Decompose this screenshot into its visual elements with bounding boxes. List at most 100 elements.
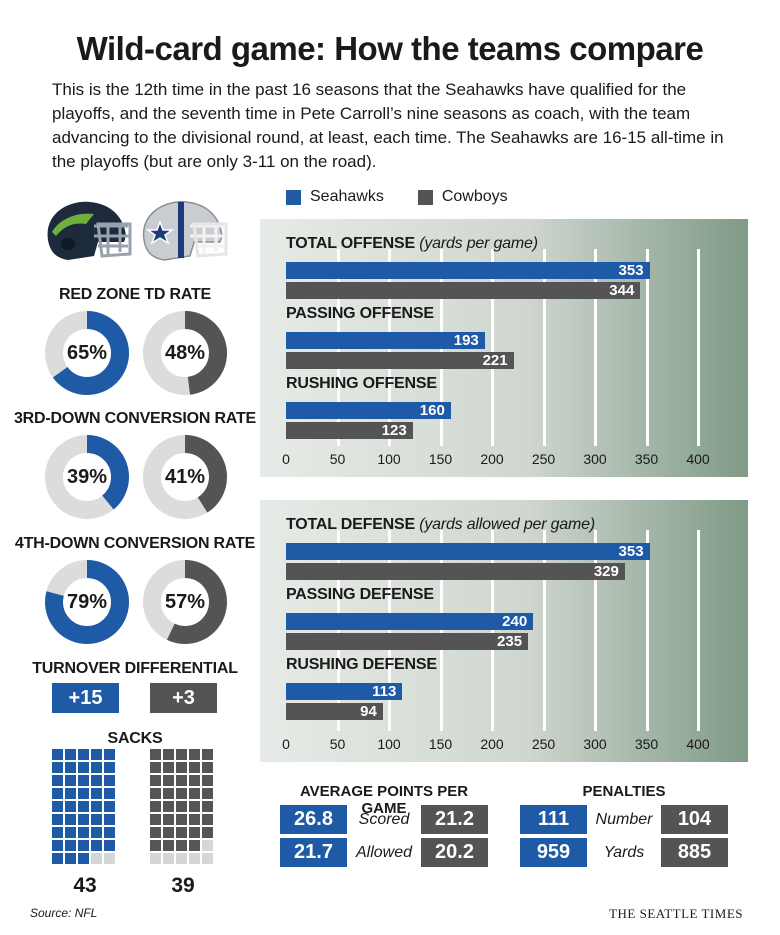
gridline [645, 530, 649, 731]
category-label: PASSING DEFENSE [286, 586, 434, 604]
gridline [336, 530, 340, 731]
chart-units-note: (yards per game) [414, 235, 538, 252]
sack-square [189, 801, 200, 812]
sacks-label: SACKS [107, 730, 163, 747]
x-tick-label: 200 [480, 451, 504, 467]
sack-square [65, 814, 76, 825]
sack-square [150, 762, 161, 773]
fourth-down-seahawks-ring [45, 560, 129, 644]
x-tick-label: 300 [583, 451, 607, 467]
sack-square [65, 853, 76, 864]
sack-square [78, 827, 89, 838]
sack-square [52, 801, 63, 812]
third-down-seahawks-donut: 39% [42, 432, 132, 522]
x-tick-label: 400 [686, 451, 710, 467]
sack-square [150, 814, 161, 825]
sacks-cowboys-value: 39 [171, 874, 195, 897]
fourth-down-cowboys-value: 57% [164, 590, 206, 613]
seahawks-helmet-icon [47, 201, 132, 260]
penalties-label: PENALTIES [582, 783, 666, 800]
seahawks-bar: 353 [286, 262, 650, 279]
sack-square [104, 749, 115, 760]
penalties-number-label: Number [595, 811, 653, 828]
sack-square [176, 840, 187, 851]
sack-square [202, 814, 213, 825]
sack-square [78, 775, 89, 786]
sack-square [65, 749, 76, 760]
legend-label-cowboys: Cowboys [441, 188, 508, 205]
sack-square [163, 840, 174, 851]
penalties-number-cowboys: 104 [661, 805, 728, 834]
sack-square [91, 788, 102, 799]
sack-square [202, 749, 213, 760]
donut-arc [45, 560, 129, 644]
empty-sack-square [150, 853, 161, 864]
category-label: TOTAL DEFENSE (yards allowed per game) [286, 516, 595, 534]
turnover-cowboys-box: +3 [150, 683, 217, 713]
offense-chart-panel: 0 50 100 150 200 250 300 350 400 TOTAL OFFENSE (y… [260, 219, 748, 477]
sack-square [78, 801, 89, 812]
page-title: Wild-card game: How the teams compare [76, 30, 704, 67]
sack-square [176, 775, 187, 786]
red-zone-cowboys-donut: 48% [140, 308, 230, 398]
sack-square [202, 775, 213, 786]
legend-item-cowboys: Cowboys [417, 188, 508, 206]
sack-square [202, 827, 213, 838]
chart-units-note: (yards allowed per game) [414, 516, 595, 533]
x-tick-label: 350 [634, 451, 659, 467]
gridline [491, 249, 494, 446]
seahawks-bar: 193 [286, 332, 485, 349]
sack-square [65, 788, 76, 799]
gridline [594, 249, 597, 446]
turnover-seahawks-box: +15 [52, 683, 119, 713]
sack-square [189, 749, 200, 760]
x-tick-label: 250 [531, 451, 556, 467]
legend-swatch-cowboys [417, 189, 433, 205]
x-tick-label: 0 [282, 451, 290, 467]
category-label: PASSING OFFENSE [286, 305, 434, 323]
sack-square [189, 827, 200, 838]
empty-sack-square [189, 853, 200, 864]
sack-square [78, 840, 89, 851]
sack-square [52, 814, 63, 825]
cowboys-bar: 344 [286, 282, 641, 299]
third-down-cowboys-ring [143, 435, 227, 519]
sack-square [163, 788, 174, 799]
fourth-down-label: 4TH-DOWN CONVERSION RATE [14, 535, 256, 552]
x-tick-label: 150 [428, 736, 453, 752]
third-down-label: 3RD-DOWN CONVERSION RATE [13, 410, 257, 427]
penalties-yards-cowboys: 885 [661, 838, 728, 867]
donut-arc [143, 311, 227, 395]
category-label-text: PASSING OFFENSE [286, 305, 434, 322]
sack-square [65, 762, 76, 773]
category-label-text: PASSING DEFENSE [286, 586, 434, 603]
sack-square [52, 788, 63, 799]
empty-sack-square [104, 853, 115, 864]
x-tick-label: 50 [329, 736, 346, 752]
fourth-down-seahawks-value: 79% [66, 590, 108, 613]
sack-square [163, 775, 174, 786]
red-zone-seahawks-value: 65% [66, 341, 108, 364]
donut-arc [143, 435, 227, 519]
gridline [388, 530, 391, 731]
sack-square [189, 775, 200, 786]
sack-square [104, 762, 115, 773]
sack-square [163, 762, 174, 773]
sack-square [65, 775, 76, 786]
sack-square [78, 762, 89, 773]
gridline [594, 530, 597, 731]
sack-square [150, 827, 161, 838]
sack-square [78, 814, 89, 825]
empty-sack-square [163, 853, 174, 864]
seahawks-bar: 160 [286, 402, 451, 419]
category-label: RUSHING DEFENSE [286, 656, 437, 674]
donut-arc [45, 311, 129, 395]
x-tick-label: 0 [282, 736, 290, 752]
sack-square [150, 840, 161, 851]
sack-square [176, 801, 187, 812]
sack-square [176, 749, 187, 760]
category-label-text: RUSHING DEFENSE [286, 656, 437, 673]
sack-square [150, 801, 161, 812]
sack-square [52, 762, 63, 773]
red-zone-cowboys-value: 48% [164, 341, 206, 364]
